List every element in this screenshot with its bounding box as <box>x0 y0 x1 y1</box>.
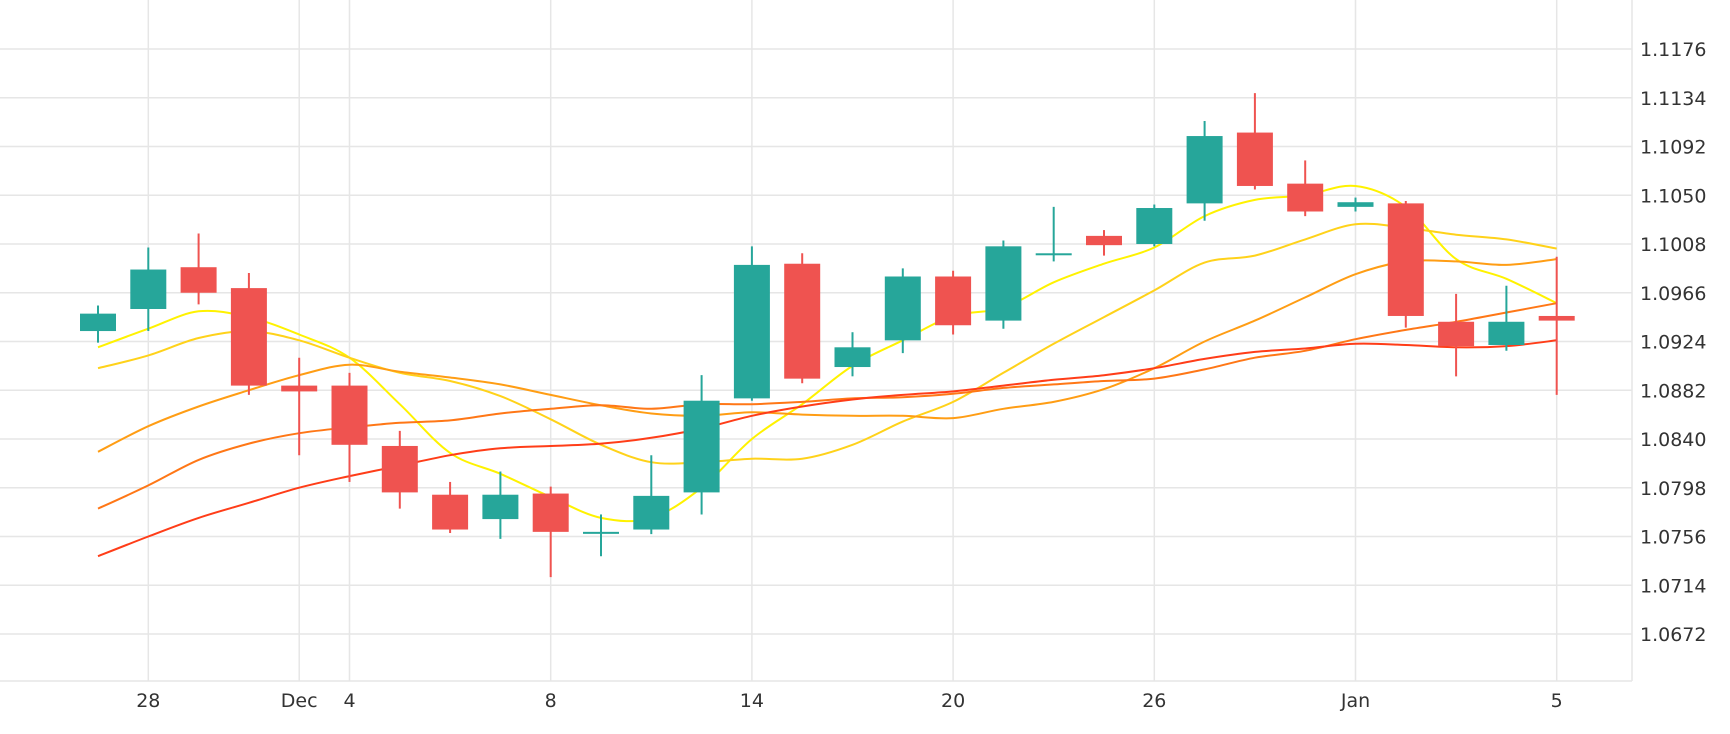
x-tick-label: Dec <box>281 690 318 712</box>
candle-body <box>1488 321 1525 345</box>
moving-average-line <box>97 339 1557 558</box>
y-tick-label: 1.0924 <box>1640 332 1706 354</box>
x-tick-label: 20 <box>941 690 965 712</box>
moving-average-line <box>97 222 1557 465</box>
candle-body <box>1287 183 1324 212</box>
candle-body <box>834 347 871 368</box>
candle-body <box>230 288 267 386</box>
candle-body <box>935 276 972 326</box>
candle-body <box>784 263 821 379</box>
candle-body <box>331 385 368 445</box>
y-tick-label: 1.0966 <box>1640 283 1706 305</box>
x-tick-label: 28 <box>136 690 160 712</box>
candle-body <box>1538 315 1575 321</box>
candle-body <box>432 494 469 530</box>
y-tick-label: 1.0672 <box>1640 624 1706 646</box>
candle-body <box>1236 132 1273 186</box>
candle-body <box>985 246 1022 321</box>
candle-body <box>1035 253 1072 256</box>
candle-body <box>733 264 770 399</box>
candle-body <box>80 313 116 332</box>
candles <box>80 93 1575 578</box>
y-tick-label: 1.0798 <box>1640 478 1706 500</box>
x-tick-label: 4 <box>343 690 355 712</box>
candle-body <box>1186 136 1223 204</box>
candle-body <box>1337 202 1374 207</box>
candle-body <box>884 276 921 341</box>
moving-average-line <box>97 184 1558 523</box>
y-tick-label: 1.1092 <box>1640 137 1706 159</box>
y-tick-label: 1.0882 <box>1640 380 1706 402</box>
candle-body <box>1086 235 1122 246</box>
candle-body <box>532 493 569 532</box>
grid-layer <box>0 0 1633 682</box>
candle-body <box>130 269 167 309</box>
candle-body <box>583 531 619 534</box>
y-tick-label: 1.0756 <box>1640 527 1706 549</box>
x-tick-label: Jan <box>1340 690 1370 712</box>
x-tick-label: 5 <box>1551 690 1563 712</box>
moving-average-lines <box>97 184 1558 558</box>
candle-body <box>381 445 418 493</box>
axis-labels: 1.1176 1.1134 1.1092 1.1050 1.1008 1.0966 1.09… <box>136 39 1706 712</box>
x-tick-label: 26 <box>1142 690 1166 712</box>
y-tick-label: 1.0840 <box>1640 429 1706 451</box>
y-tick-label: 1.1050 <box>1640 185 1706 207</box>
candle-body <box>633 495 670 530</box>
candle-body <box>281 385 318 392</box>
candle-body <box>180 267 217 293</box>
moving-average-line <box>97 258 1557 453</box>
candle-body <box>683 400 720 493</box>
y-tick-label: 1.0714 <box>1640 575 1706 597</box>
x-tick-label: 8 <box>545 690 557 712</box>
y-tick-label: 1.1008 <box>1640 234 1706 256</box>
moving-average-line <box>97 302 1557 510</box>
y-tick-label: 1.1176 <box>1640 39 1706 61</box>
candle-body <box>482 494 519 520</box>
candle-body <box>1136 208 1173 244</box>
candle-body <box>1387 203 1424 316</box>
y-tick-label: 1.1134 <box>1640 88 1706 110</box>
candle-body <box>1438 321 1475 347</box>
x-tick-label: 14 <box>740 690 764 712</box>
